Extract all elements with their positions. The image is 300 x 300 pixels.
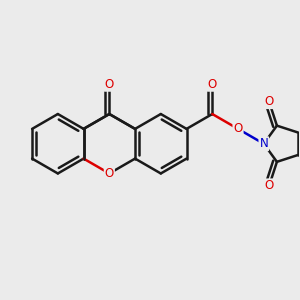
Text: O: O	[105, 78, 114, 91]
Text: O: O	[208, 78, 217, 91]
Text: O: O	[105, 167, 114, 180]
Text: O: O	[265, 95, 274, 108]
Text: N: N	[260, 137, 268, 150]
Text: O: O	[233, 122, 243, 135]
Text: O: O	[265, 179, 274, 192]
